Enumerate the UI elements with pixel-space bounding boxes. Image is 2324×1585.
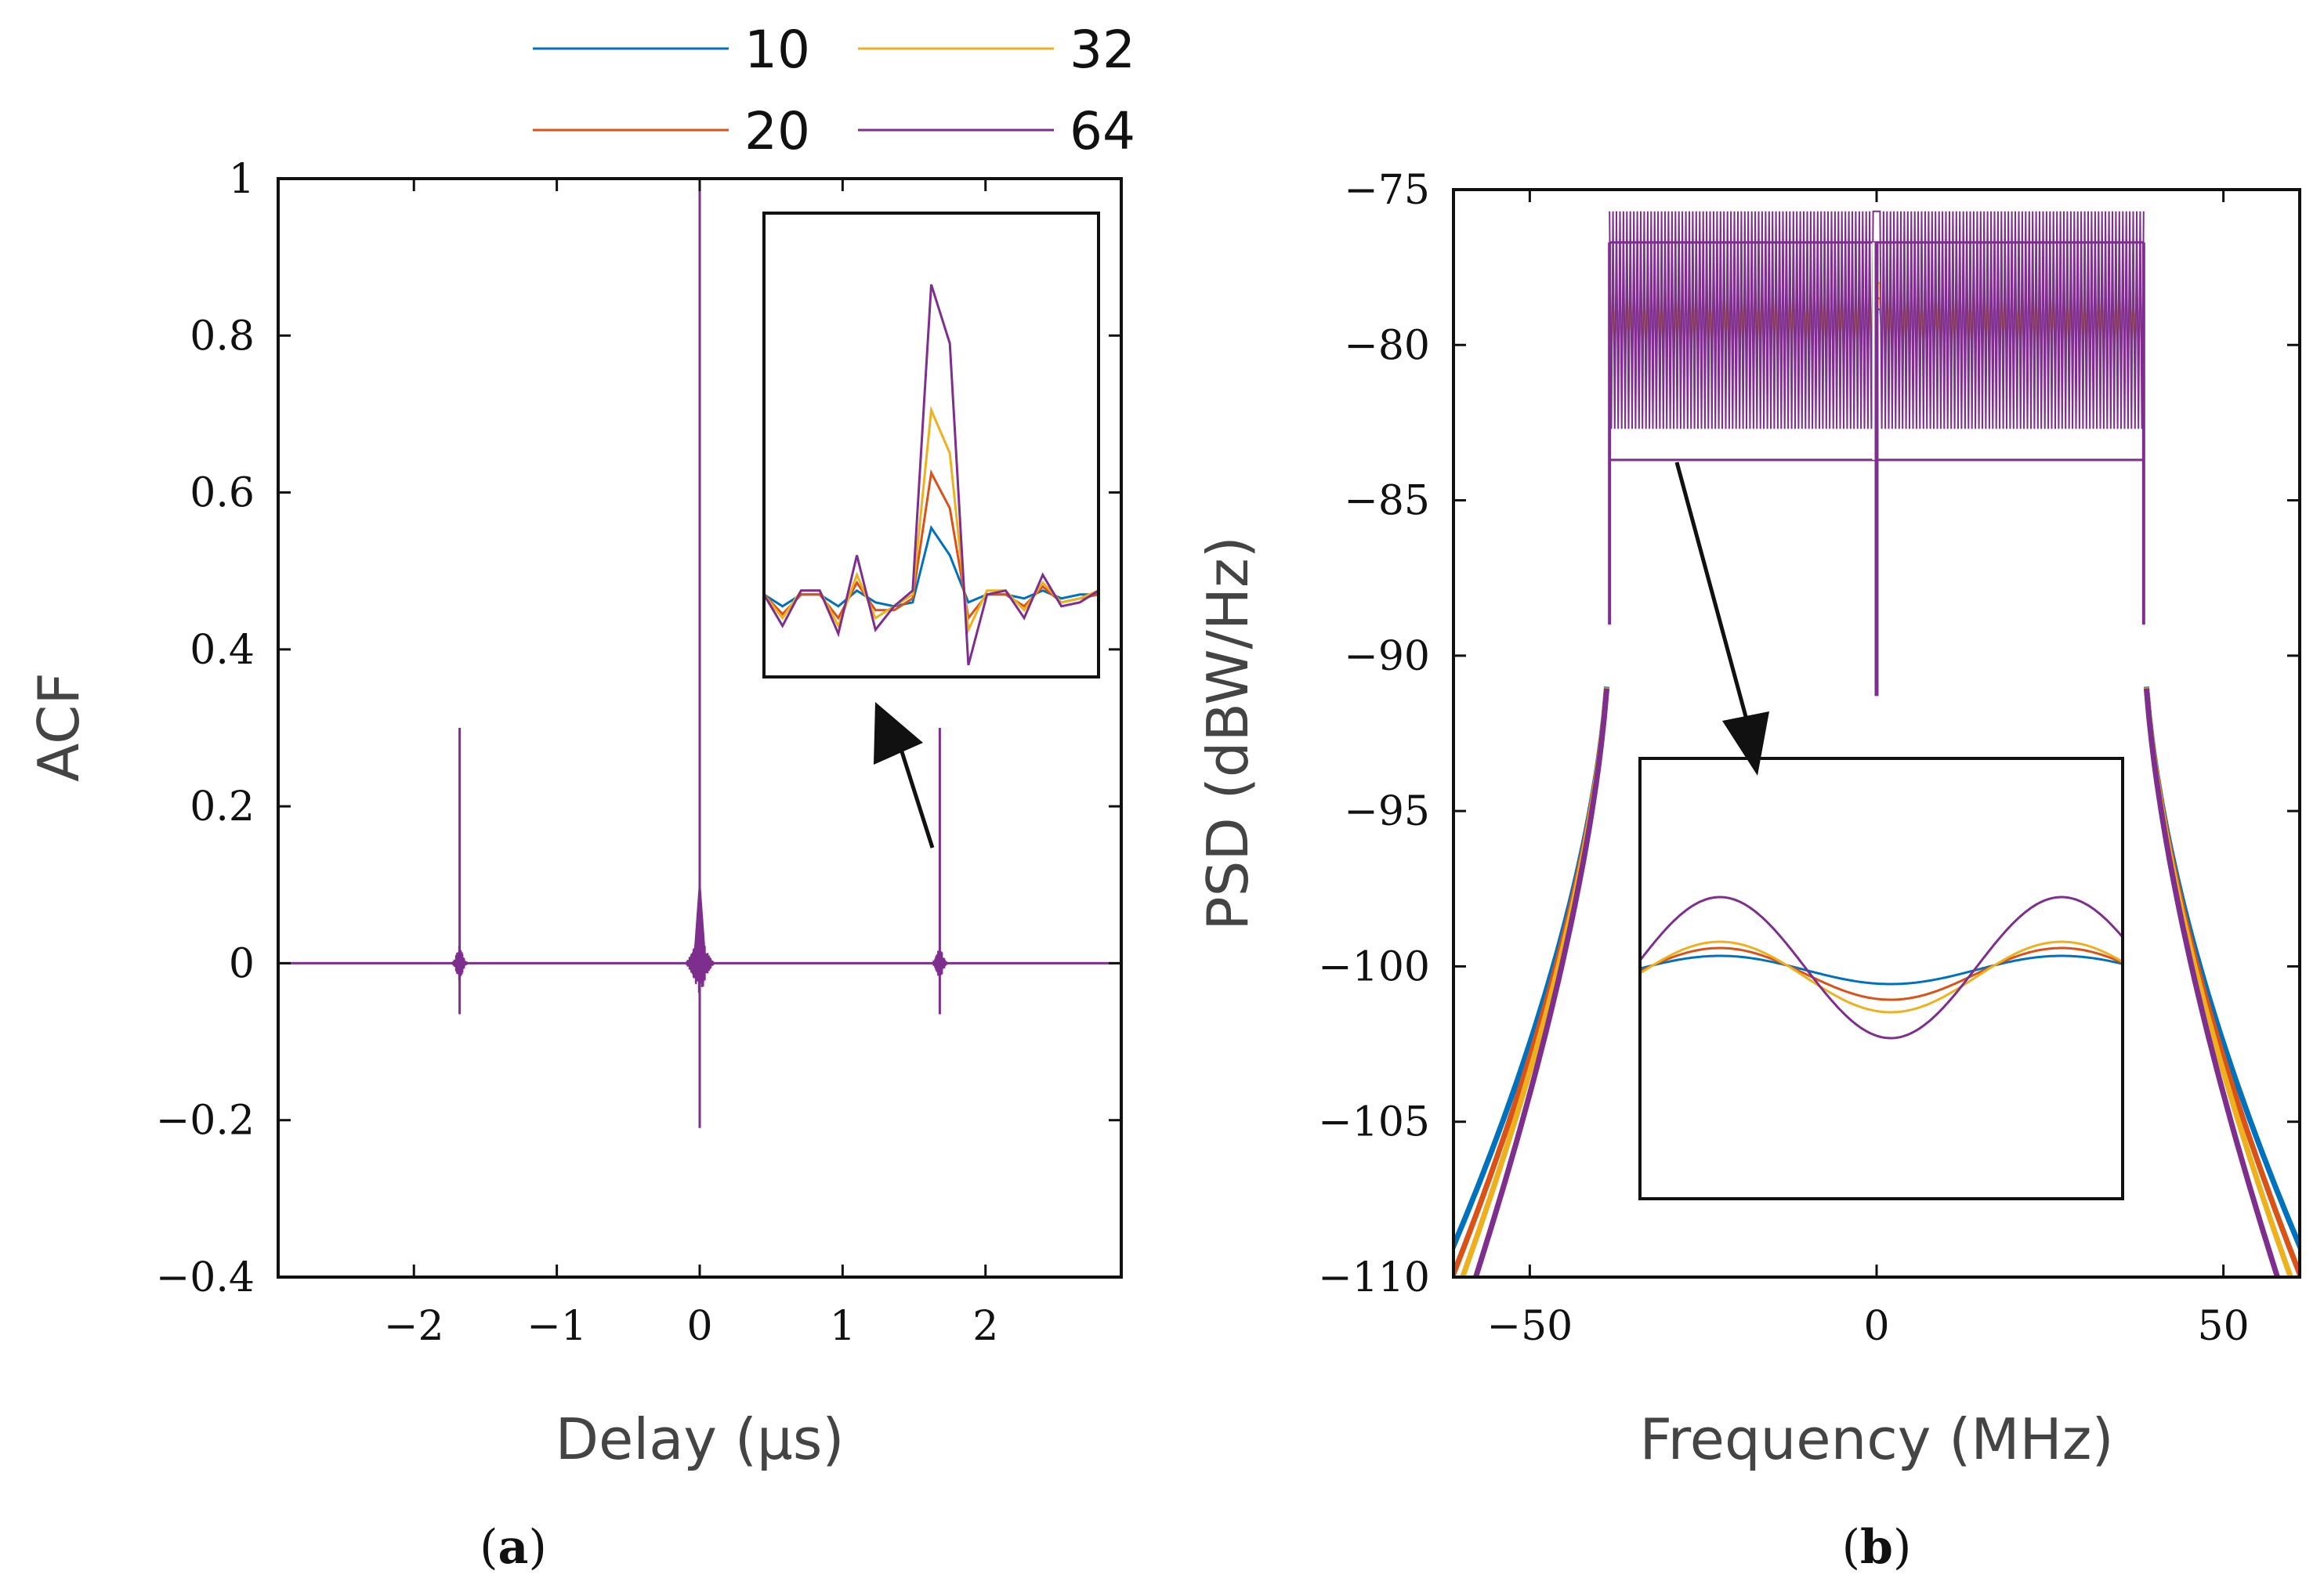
legend-label-64: 64 [1070,101,1135,161]
acf-y-axis-label: ACF [26,672,92,782]
psd-arrow [1674,461,1769,776]
acf-inset [762,212,1100,679]
psd-inset-series-64 [1638,896,2124,1040]
psd-skirt-10-right [2143,686,2300,1254]
acf-inset-background [764,213,1099,677]
acf-x-tick-label: 0 [686,1303,712,1350]
psd-skirt-64-left [1472,688,1610,1277]
caption-b: (b) [1842,1520,1912,1575]
acf-y-tick-label: −0.2 [156,1098,255,1145]
psd-inset [1638,757,2124,1200]
legend-label-32: 32 [1070,20,1135,80]
acf-ticks: −2 −1 0 1 2 −0.4 −0.2 0 0.2 0.4 0.6 0.8 1 [156,156,1121,1350]
psd-y-tick-label: −85 [1344,478,1430,525]
acf-y-tick-label: 0.4 [190,627,255,674]
legend: 10 32 20 64 [533,20,1135,161]
psd-x-tick-label: 50 [2198,1303,2250,1350]
psd-y-tick-label: −90 [1344,633,1430,680]
psd-inset-lines [1638,896,2124,1040]
psd-inset-series-20 [1639,946,2123,1001]
acf-arrow-head [874,702,923,765]
acf-x-tick-label: 1 [830,1303,856,1350]
acf-x-tick-label: −2 [384,1303,444,1350]
psd-y-axis-label: PSD (dBW/Hz) [1195,536,1261,931]
legend-label-20: 20 [744,101,810,161]
psd-plot-area [1453,210,2300,1277]
acf-arrow [874,702,935,849]
psd-y-tick-label: −80 [1344,322,1430,369]
psd-inset-series-32 [1639,940,2123,1014]
psd-x-axis-label: Frequency (MHz) [1639,1406,2113,1472]
acf-inset-series-20 [762,469,1099,621]
psd-inset-background [1640,758,2123,1199]
acf-y-tick-label: 0.8 [190,313,255,360]
acf-y-tick-label: 1 [229,156,255,203]
acf-x-tick-label: −1 [527,1303,587,1350]
acf-inset-series-64 [762,284,1099,666]
legend-label-10: 10 [744,20,810,80]
psd-y-tick-label: −75 [1344,167,1430,214]
acf-y-tick-label: −0.4 [156,1254,255,1301]
psd-skirt-64-right [2143,688,2281,1277]
psd-arrow-head [1722,711,1769,776]
psd-band-ripple-64 [1609,210,2145,429]
panel-b: −50 0 50 −75 −80 −85 −90 −95 −100 −105 −110 PSD (d… [1195,167,2301,1575]
psd-series-group [1453,210,2300,1277]
psd-x-tick-label: 0 [1863,1303,1889,1350]
psd-y-tick-label: −100 [1318,943,1430,990]
acf-plot-area [278,179,1121,1128]
psd-arrow-shaft [1674,461,1752,732]
psd-x-tick-label: −50 [1487,1303,1573,1350]
psd-y-tick-label: −110 [1318,1254,1430,1301]
psd-y-tick-label: −105 [1318,1099,1430,1146]
psd-skirt-10-left [1453,686,1610,1254]
psd-inset-frame [1638,757,2124,1200]
acf-x-tick-label: 2 [972,1303,998,1350]
psd-inset-series-10 [1639,954,2123,986]
psd-y-tick-label: −95 [1344,788,1430,835]
acf-y-tick-label: 0 [229,940,255,987]
acf-y-tick-label: 0.6 [190,470,255,517]
acf-x-axis-label: Delay (µs) [556,1406,845,1472]
caption-a: (a) [480,1520,547,1575]
panel-a: −2 −1 0 1 2 −0.4 −0.2 0 0.2 0.4 0.6 0.8 1 ACF Delay … [26,156,1123,1575]
acf-inset-lines [762,284,1099,666]
acf-y-tick-label: 0.2 [190,783,255,830]
psd-ticks: −50 0 50 −75 −80 −85 −90 −95 −100 −105 −110 [1318,167,2300,1350]
acf-inset-frame [762,212,1100,679]
